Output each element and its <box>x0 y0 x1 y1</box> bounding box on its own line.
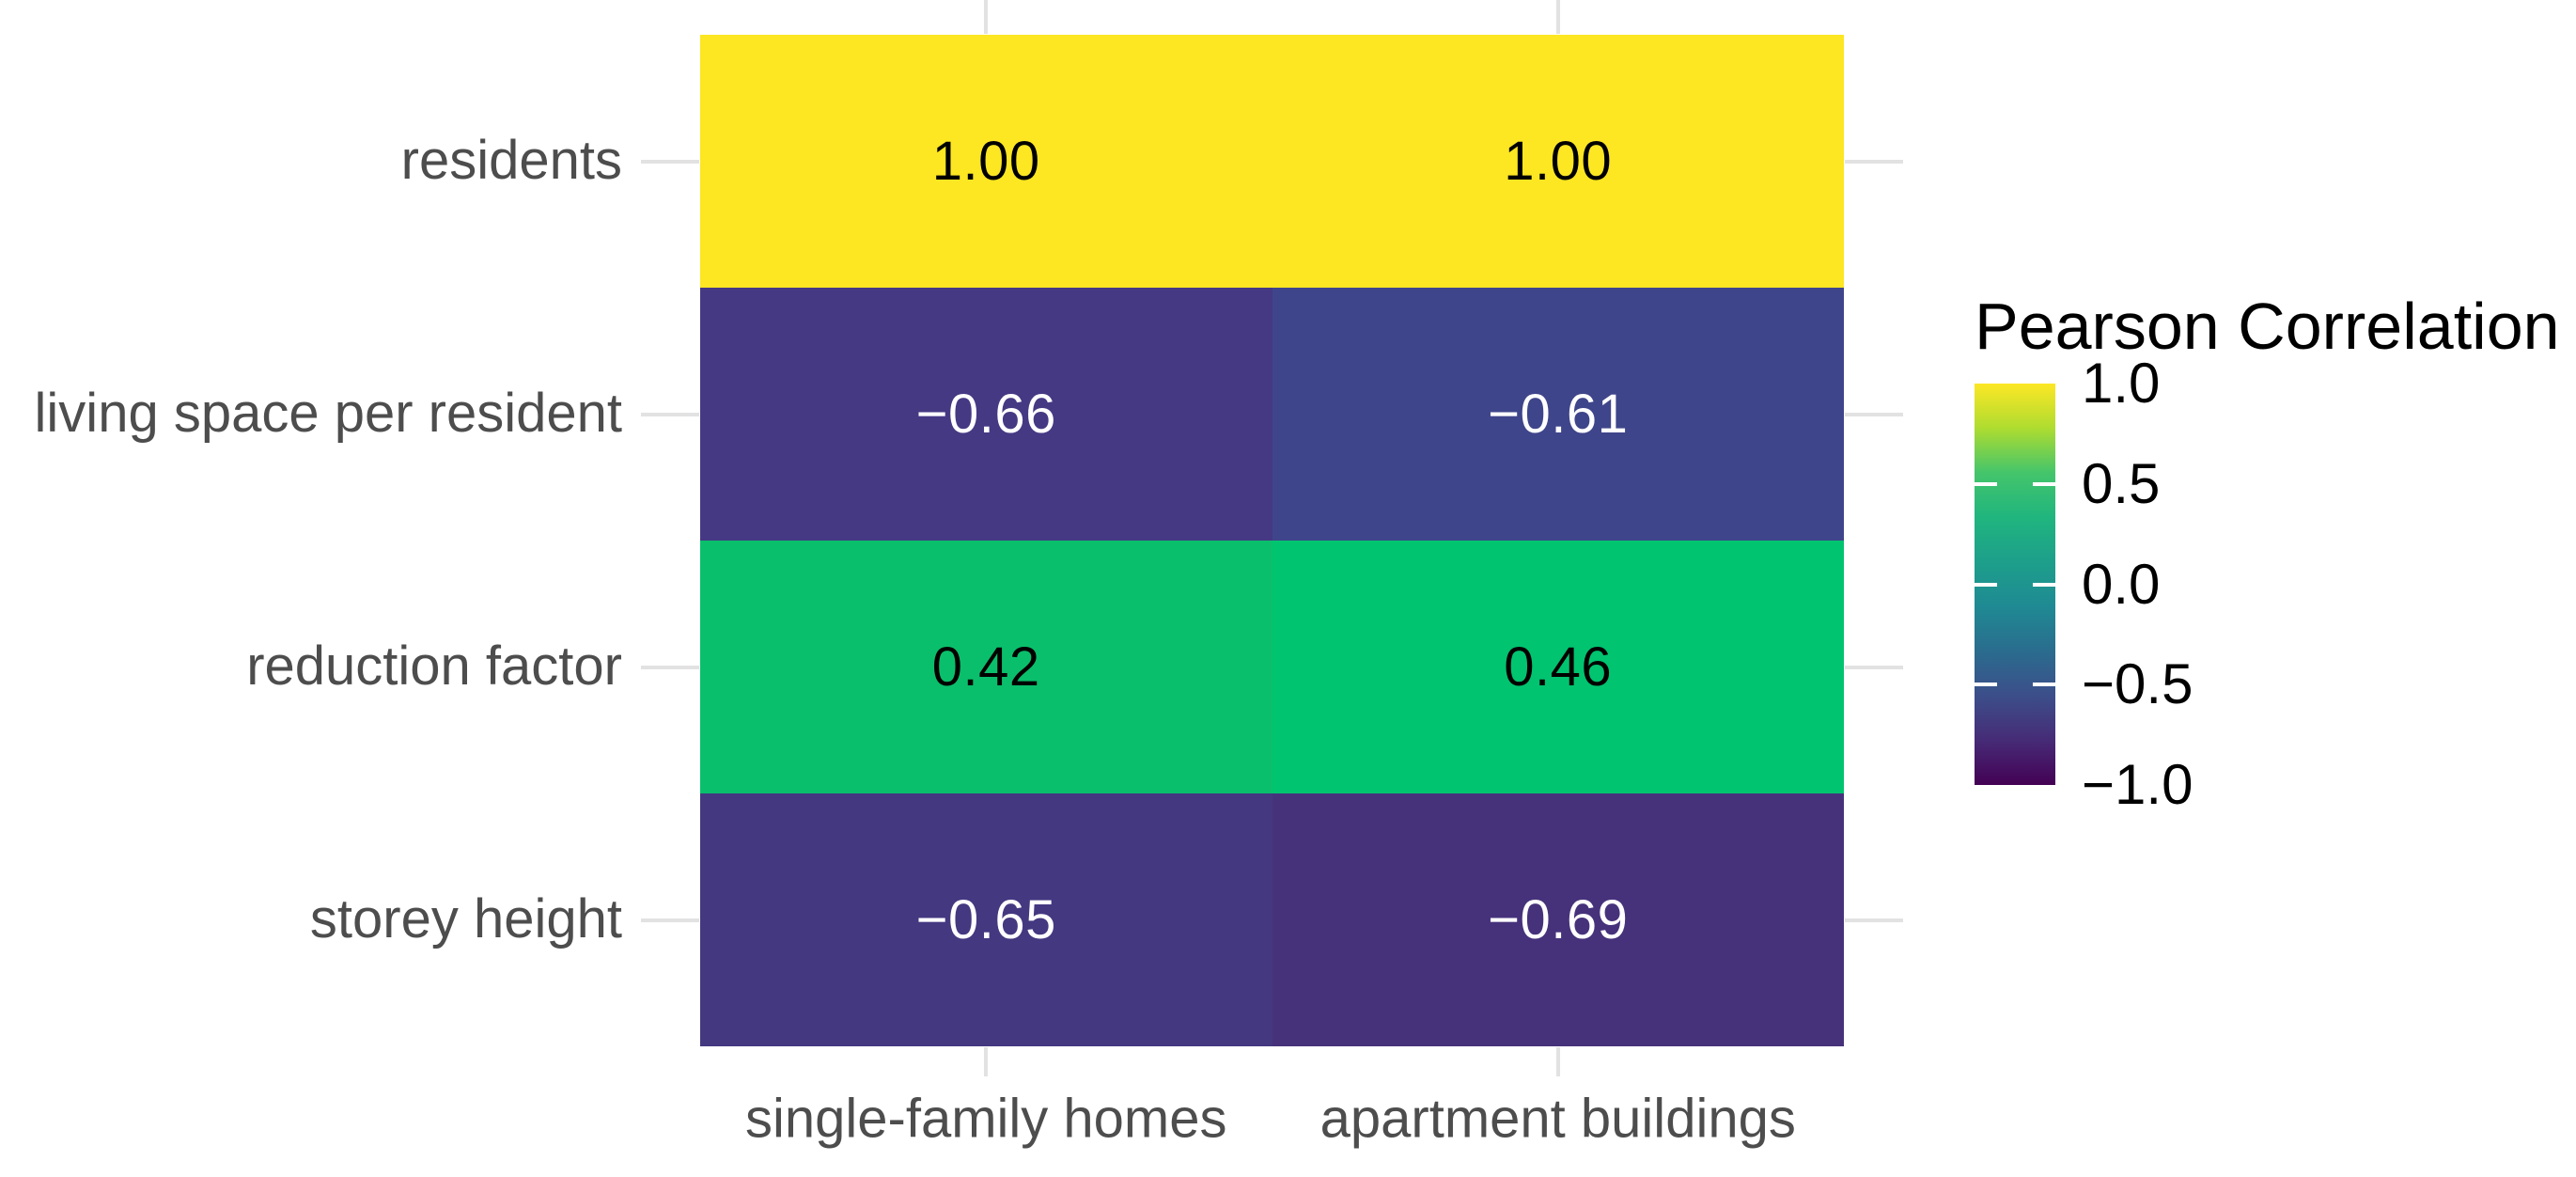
legend-title: Pearson Correlation <box>1975 290 2560 363</box>
heatmap-cell: −0.69 <box>1272 793 1844 1046</box>
y-axis-label: living space per resident <box>34 382 622 444</box>
axis-tick <box>641 918 699 922</box>
colorbar-tickmark <box>1975 481 1997 486</box>
heatmap-cell: −0.65 <box>700 793 1272 1046</box>
colorbar-tickmark <box>1975 582 1997 587</box>
axis-tick <box>1845 918 1903 922</box>
axis-tick <box>641 665 699 669</box>
cell-value-label: 1.00 <box>931 131 1040 192</box>
heatmap-cell: 1.00 <box>1272 35 1844 288</box>
colorbar-tickmark <box>2033 582 2055 587</box>
x-axis-label: single-family homes <box>744 1088 1227 1150</box>
axis-tick <box>1845 412 1903 416</box>
heatmap-cell: −0.61 <box>1272 288 1844 541</box>
cell-value-label: 1.00 <box>1504 131 1613 192</box>
axis-tick <box>1845 159 1903 164</box>
heatmap-cell: 0.46 <box>1272 541 1844 793</box>
y-axis-label: storey height <box>309 887 622 949</box>
axis-tick <box>1555 0 1560 34</box>
cell-value-label: −0.61 <box>1488 384 1629 445</box>
heatmap-cell: 0.42 <box>700 541 1272 793</box>
heatmap-cell: −0.66 <box>700 288 1272 541</box>
cell-value-label: 0.42 <box>931 636 1040 698</box>
legend-tick-label: 0.0 <box>2082 552 2161 616</box>
x-axis-label: apartment buildings <box>1319 1088 1796 1150</box>
y-axis-label: residents <box>400 129 622 191</box>
cell-value-label: −0.66 <box>915 384 1056 445</box>
colorbar-tickmark <box>2033 481 2055 486</box>
legend-tick-label: 0.5 <box>2082 451 2161 515</box>
y-axis-label: reduction factor <box>246 635 622 697</box>
colorbar-tickmark <box>2033 683 2055 687</box>
cell-value-label: 0.46 <box>1504 636 1613 698</box>
axis-tick <box>641 159 699 164</box>
axis-tick <box>641 412 699 416</box>
legend-tick-label: −0.5 <box>2082 652 2194 716</box>
cell-value-label: −0.69 <box>1488 889 1629 950</box>
axis-tick <box>1845 665 1903 669</box>
cell-value-label: −0.65 <box>915 889 1056 950</box>
axis-tick <box>984 0 989 34</box>
heatmap-cell: 1.00 <box>700 35 1272 288</box>
legend-tick-label: 1.0 <box>2082 352 2161 415</box>
axis-tick <box>1555 1047 1560 1076</box>
legend-tick-label: −1.0 <box>2082 753 2194 816</box>
axis-tick <box>984 1047 989 1076</box>
colorbar-tickmark <box>1975 683 1997 687</box>
